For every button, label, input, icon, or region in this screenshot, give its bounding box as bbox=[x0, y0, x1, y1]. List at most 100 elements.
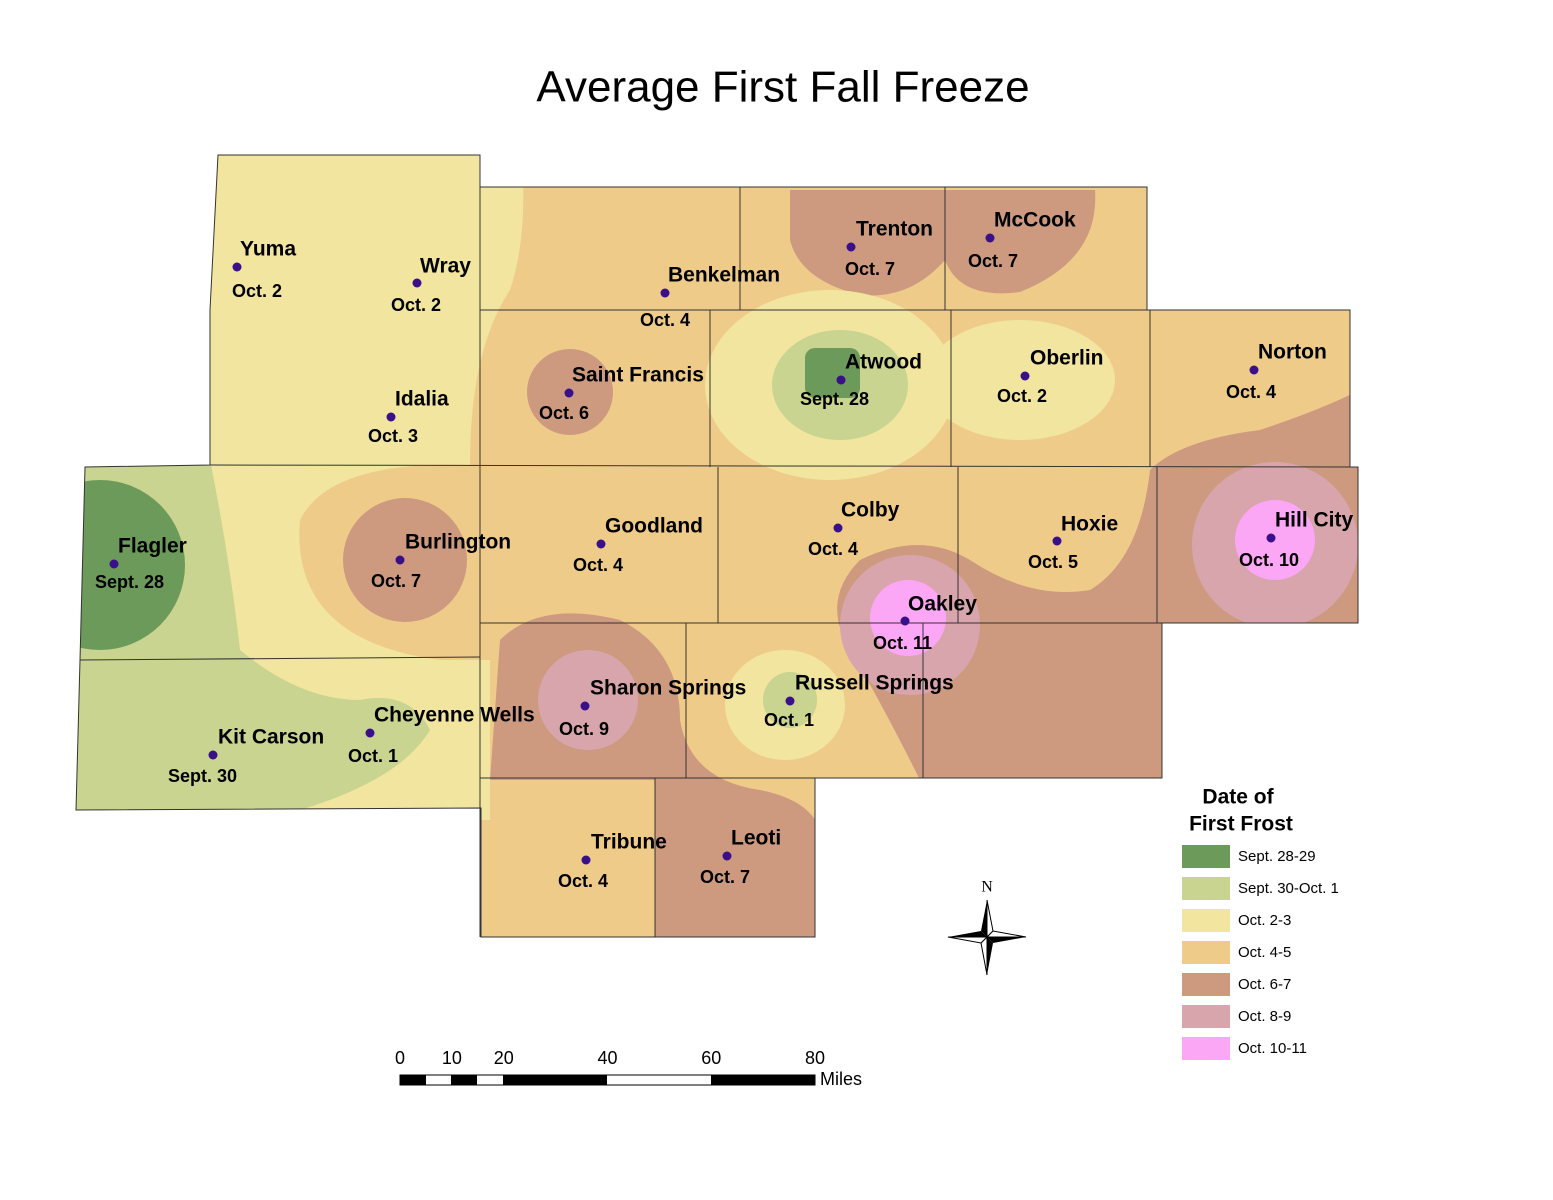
scale-tick-label: 10 bbox=[442, 1048, 462, 1068]
map-title: Average First Fall Freeze bbox=[536, 63, 1029, 112]
station-dot bbox=[836, 375, 846, 385]
station-date: Oct. 2 bbox=[997, 386, 1047, 406]
station-date: Oct. 10 bbox=[1239, 550, 1299, 570]
station-name: Cheyenne Wells bbox=[374, 704, 535, 727]
station-dot bbox=[1020, 371, 1030, 381]
legend-label: Oct. 6-7 bbox=[1238, 976, 1291, 993]
station-date: Oct. 7 bbox=[371, 571, 421, 591]
stations: Yuma Oct. 2 Wray Oct. 2 Idalia Oct. 3 Benkelma… bbox=[95, 209, 1353, 891]
station-name: Hoxie bbox=[1061, 513, 1118, 536]
zone bbox=[925, 320, 1115, 440]
station-date: Oct. 7 bbox=[845, 259, 895, 279]
legend-swatch bbox=[1182, 877, 1230, 900]
legend-label: Sept. 30-Oct. 1 bbox=[1238, 880, 1339, 897]
station-dot bbox=[722, 851, 732, 861]
station-name: Flagler bbox=[118, 535, 187, 558]
station-dot bbox=[580, 701, 590, 711]
scale-bar: 0 10 20 40 60 80 Miles bbox=[395, 1048, 862, 1089]
north-arrow: N bbox=[947, 879, 1027, 976]
station-name: Yuma bbox=[240, 238, 296, 261]
legend-label: Oct. 2-3 bbox=[1238, 912, 1291, 929]
station-dot bbox=[208, 750, 218, 760]
station-name: Oberlin bbox=[1030, 347, 1104, 370]
scale-tick-label: 60 bbox=[701, 1048, 721, 1068]
legend-swatch bbox=[1182, 1037, 1230, 1060]
station-date: Oct. 6 bbox=[539, 403, 589, 423]
station-dot bbox=[985, 233, 995, 243]
station-date: Oct. 7 bbox=[968, 251, 1018, 271]
station-dot bbox=[412, 278, 422, 288]
station-name: Kit Carson bbox=[218, 726, 324, 749]
station-name: Leoti bbox=[731, 827, 781, 850]
station-dot bbox=[1052, 536, 1062, 546]
station-name: Wray bbox=[420, 255, 471, 278]
north-label: N bbox=[981, 879, 993, 896]
station-dot bbox=[846, 242, 856, 252]
station-date: Oct. 4 bbox=[558, 871, 608, 891]
legend-swatch bbox=[1182, 845, 1230, 868]
scale-tick-label: 20 bbox=[494, 1048, 514, 1068]
station-name: Atwood bbox=[845, 351, 922, 374]
legend-swatch bbox=[1182, 909, 1230, 932]
station-name: Benkelman bbox=[668, 264, 780, 287]
scale-tick-label: 0 bbox=[395, 1048, 405, 1068]
station-dot bbox=[833, 523, 843, 533]
station-date: Oct. 11 bbox=[873, 633, 932, 653]
station-date: Oct. 2 bbox=[232, 281, 282, 301]
station-name: Hill City bbox=[1275, 509, 1353, 532]
station-date: Oct. 7 bbox=[700, 867, 750, 887]
scale-unit: Miles bbox=[820, 1069, 862, 1089]
station-name: Tribune bbox=[591, 831, 667, 854]
zone bbox=[76, 480, 185, 650]
zone bbox=[538, 650, 638, 750]
station-dot bbox=[581, 855, 591, 865]
station-name: Colby bbox=[841, 499, 900, 522]
station-dot bbox=[596, 539, 606, 549]
station-date: Oct. 4 bbox=[808, 539, 858, 559]
zone bbox=[790, 190, 1096, 296]
legend: Sept. 28-29 Sept. 30-Oct. 1 Oct. 2-3 Oct. 4… bbox=[1182, 845, 1339, 1060]
station-date: Oct. 4 bbox=[573, 555, 623, 575]
station-dot bbox=[785, 696, 795, 706]
station-name: Burlington bbox=[405, 531, 511, 554]
station-dot bbox=[1266, 533, 1276, 543]
station-dot bbox=[109, 559, 119, 569]
scale-tick-label: 80 bbox=[805, 1048, 825, 1068]
station-date: Oct. 9 bbox=[559, 719, 609, 739]
station-dot bbox=[1249, 365, 1259, 375]
scale-tick-label: 40 bbox=[597, 1048, 617, 1068]
county-lines bbox=[75, 154, 1359, 938]
freeze-zones bbox=[76, 155, 1358, 937]
station-name: Saint Francis bbox=[572, 364, 704, 387]
station-name: McCook bbox=[994, 209, 1076, 232]
station-dot bbox=[395, 555, 405, 565]
station-dot bbox=[900, 616, 910, 626]
legend-label: Oct. 8-9 bbox=[1238, 1008, 1291, 1025]
station-name: Norton bbox=[1258, 341, 1327, 364]
station-name: Goodland bbox=[605, 515, 703, 538]
legend-label: Sept. 28-29 bbox=[1238, 848, 1316, 865]
station-date: Oct. 1 bbox=[348, 746, 398, 766]
legend-title: First Frost bbox=[1189, 813, 1293, 836]
station-name: Sharon Springs bbox=[590, 677, 746, 700]
legend-swatch bbox=[1182, 941, 1230, 964]
station-name: Russell Springs bbox=[795, 672, 954, 695]
legend-label: Oct. 4-5 bbox=[1238, 944, 1291, 961]
station-name: Idalia bbox=[395, 388, 449, 411]
station-date: Sept. 28 bbox=[800, 389, 869, 409]
station-date: Sept. 28 bbox=[95, 572, 164, 592]
station-date: Oct. 2 bbox=[391, 295, 441, 315]
station-dot bbox=[365, 728, 375, 738]
station-date: Oct. 4 bbox=[640, 310, 690, 330]
legend-swatch bbox=[1182, 973, 1230, 996]
zone bbox=[805, 348, 860, 398]
station-name: Oakley bbox=[908, 593, 977, 616]
station-date: Oct. 4 bbox=[1226, 382, 1276, 402]
zone bbox=[343, 498, 467, 622]
station-dot bbox=[386, 412, 396, 422]
station-date: Oct. 1 bbox=[764, 710, 814, 730]
scale-ticks: 0 10 20 40 60 80 bbox=[395, 1048, 825, 1068]
station-date: Oct. 5 bbox=[1028, 552, 1078, 572]
